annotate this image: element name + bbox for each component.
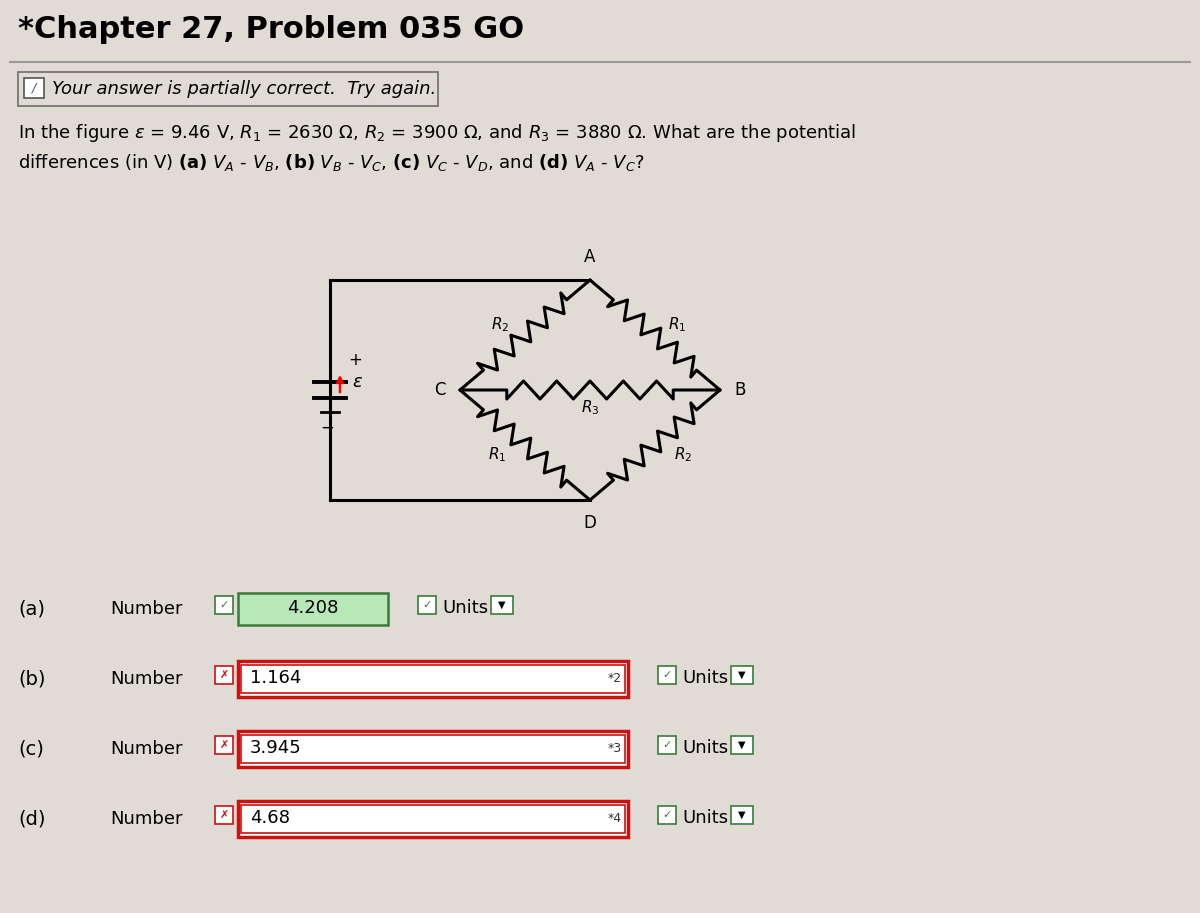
Text: $R_1$: $R_1$ bbox=[488, 446, 506, 465]
Bar bbox=[24, 78, 44, 98]
Text: −: − bbox=[320, 419, 334, 437]
Text: Number: Number bbox=[110, 810, 182, 828]
Text: ✗: ✗ bbox=[220, 740, 229, 750]
Bar bbox=[241, 665, 625, 693]
Text: /: / bbox=[32, 81, 36, 95]
Text: ✓: ✓ bbox=[662, 670, 672, 680]
Bar bbox=[731, 736, 754, 754]
Text: $R_2$: $R_2$ bbox=[491, 316, 509, 334]
Bar bbox=[241, 805, 625, 833]
Bar bbox=[658, 736, 676, 754]
Text: $R_2$: $R_2$ bbox=[674, 446, 692, 465]
Bar bbox=[658, 666, 676, 684]
Bar bbox=[18, 72, 438, 106]
Text: 3.945: 3.945 bbox=[250, 739, 301, 757]
Bar bbox=[215, 736, 233, 754]
Text: ✗: ✗ bbox=[220, 810, 229, 820]
Bar bbox=[238, 731, 628, 767]
Text: Number: Number bbox=[110, 600, 182, 618]
Text: B: B bbox=[734, 381, 745, 399]
Text: $R_3$: $R_3$ bbox=[581, 399, 599, 417]
Text: *4: *4 bbox=[608, 812, 622, 824]
Text: 4.208: 4.208 bbox=[287, 599, 338, 617]
Bar bbox=[418, 596, 436, 614]
Text: $R_1$: $R_1$ bbox=[668, 316, 686, 334]
Text: $\varepsilon$: $\varepsilon$ bbox=[352, 373, 364, 391]
Text: Units: Units bbox=[682, 739, 728, 757]
Text: 1.164: 1.164 bbox=[250, 669, 301, 687]
Text: ▼: ▼ bbox=[498, 600, 505, 610]
Text: Units: Units bbox=[682, 809, 728, 827]
Text: ✓: ✓ bbox=[662, 810, 672, 820]
Text: 4.68: 4.68 bbox=[250, 809, 290, 827]
Text: *3: *3 bbox=[608, 741, 622, 754]
Text: (a): (a) bbox=[18, 600, 46, 618]
Text: Units: Units bbox=[442, 599, 488, 617]
Text: Number: Number bbox=[110, 670, 182, 688]
Text: ✗: ✗ bbox=[220, 670, 229, 680]
Text: Your answer is partially correct.  Try again.: Your answer is partially correct. Try ag… bbox=[52, 80, 437, 98]
Text: +: + bbox=[348, 351, 362, 369]
Text: *2: *2 bbox=[608, 671, 622, 685]
Bar bbox=[238, 593, 388, 625]
Bar bbox=[238, 661, 628, 697]
Bar bbox=[731, 666, 754, 684]
Bar bbox=[658, 806, 676, 824]
Bar bbox=[731, 806, 754, 824]
Text: ✓: ✓ bbox=[422, 600, 432, 610]
Text: ▼: ▼ bbox=[738, 810, 745, 820]
Text: (b): (b) bbox=[18, 669, 46, 688]
Text: differences (in V) $\bf{(a)}$ $V_A$ - $V_B$, $\bf{(b)}$ $V_B$ - $V_C$, $\bf{(c)}: differences (in V) $\bf{(a)}$ $V_A$ - $V… bbox=[18, 152, 644, 173]
Text: ✓: ✓ bbox=[662, 740, 672, 750]
Bar bbox=[215, 806, 233, 824]
Text: ✓: ✓ bbox=[220, 600, 229, 610]
Text: ▼: ▼ bbox=[738, 670, 745, 680]
Text: Units: Units bbox=[682, 669, 728, 687]
Text: C: C bbox=[434, 381, 446, 399]
Text: In the figure $\varepsilon$ = 9.46 V, $R_1$ = 2630 $\Omega$, $R_2$ = 3900 $\Omeg: In the figure $\varepsilon$ = 9.46 V, $R… bbox=[18, 122, 857, 144]
Text: ▼: ▼ bbox=[738, 740, 745, 750]
Text: A: A bbox=[584, 248, 595, 266]
Bar bbox=[238, 801, 628, 837]
Text: (d): (d) bbox=[18, 810, 46, 828]
Text: (c): (c) bbox=[18, 740, 44, 759]
Text: D: D bbox=[583, 514, 596, 532]
Bar bbox=[491, 596, 514, 614]
Bar bbox=[215, 666, 233, 684]
Bar bbox=[241, 735, 625, 763]
Text: Number: Number bbox=[110, 740, 182, 758]
Bar bbox=[215, 596, 233, 614]
Text: *Chapter 27, Problem 035 GO: *Chapter 27, Problem 035 GO bbox=[18, 15, 524, 44]
